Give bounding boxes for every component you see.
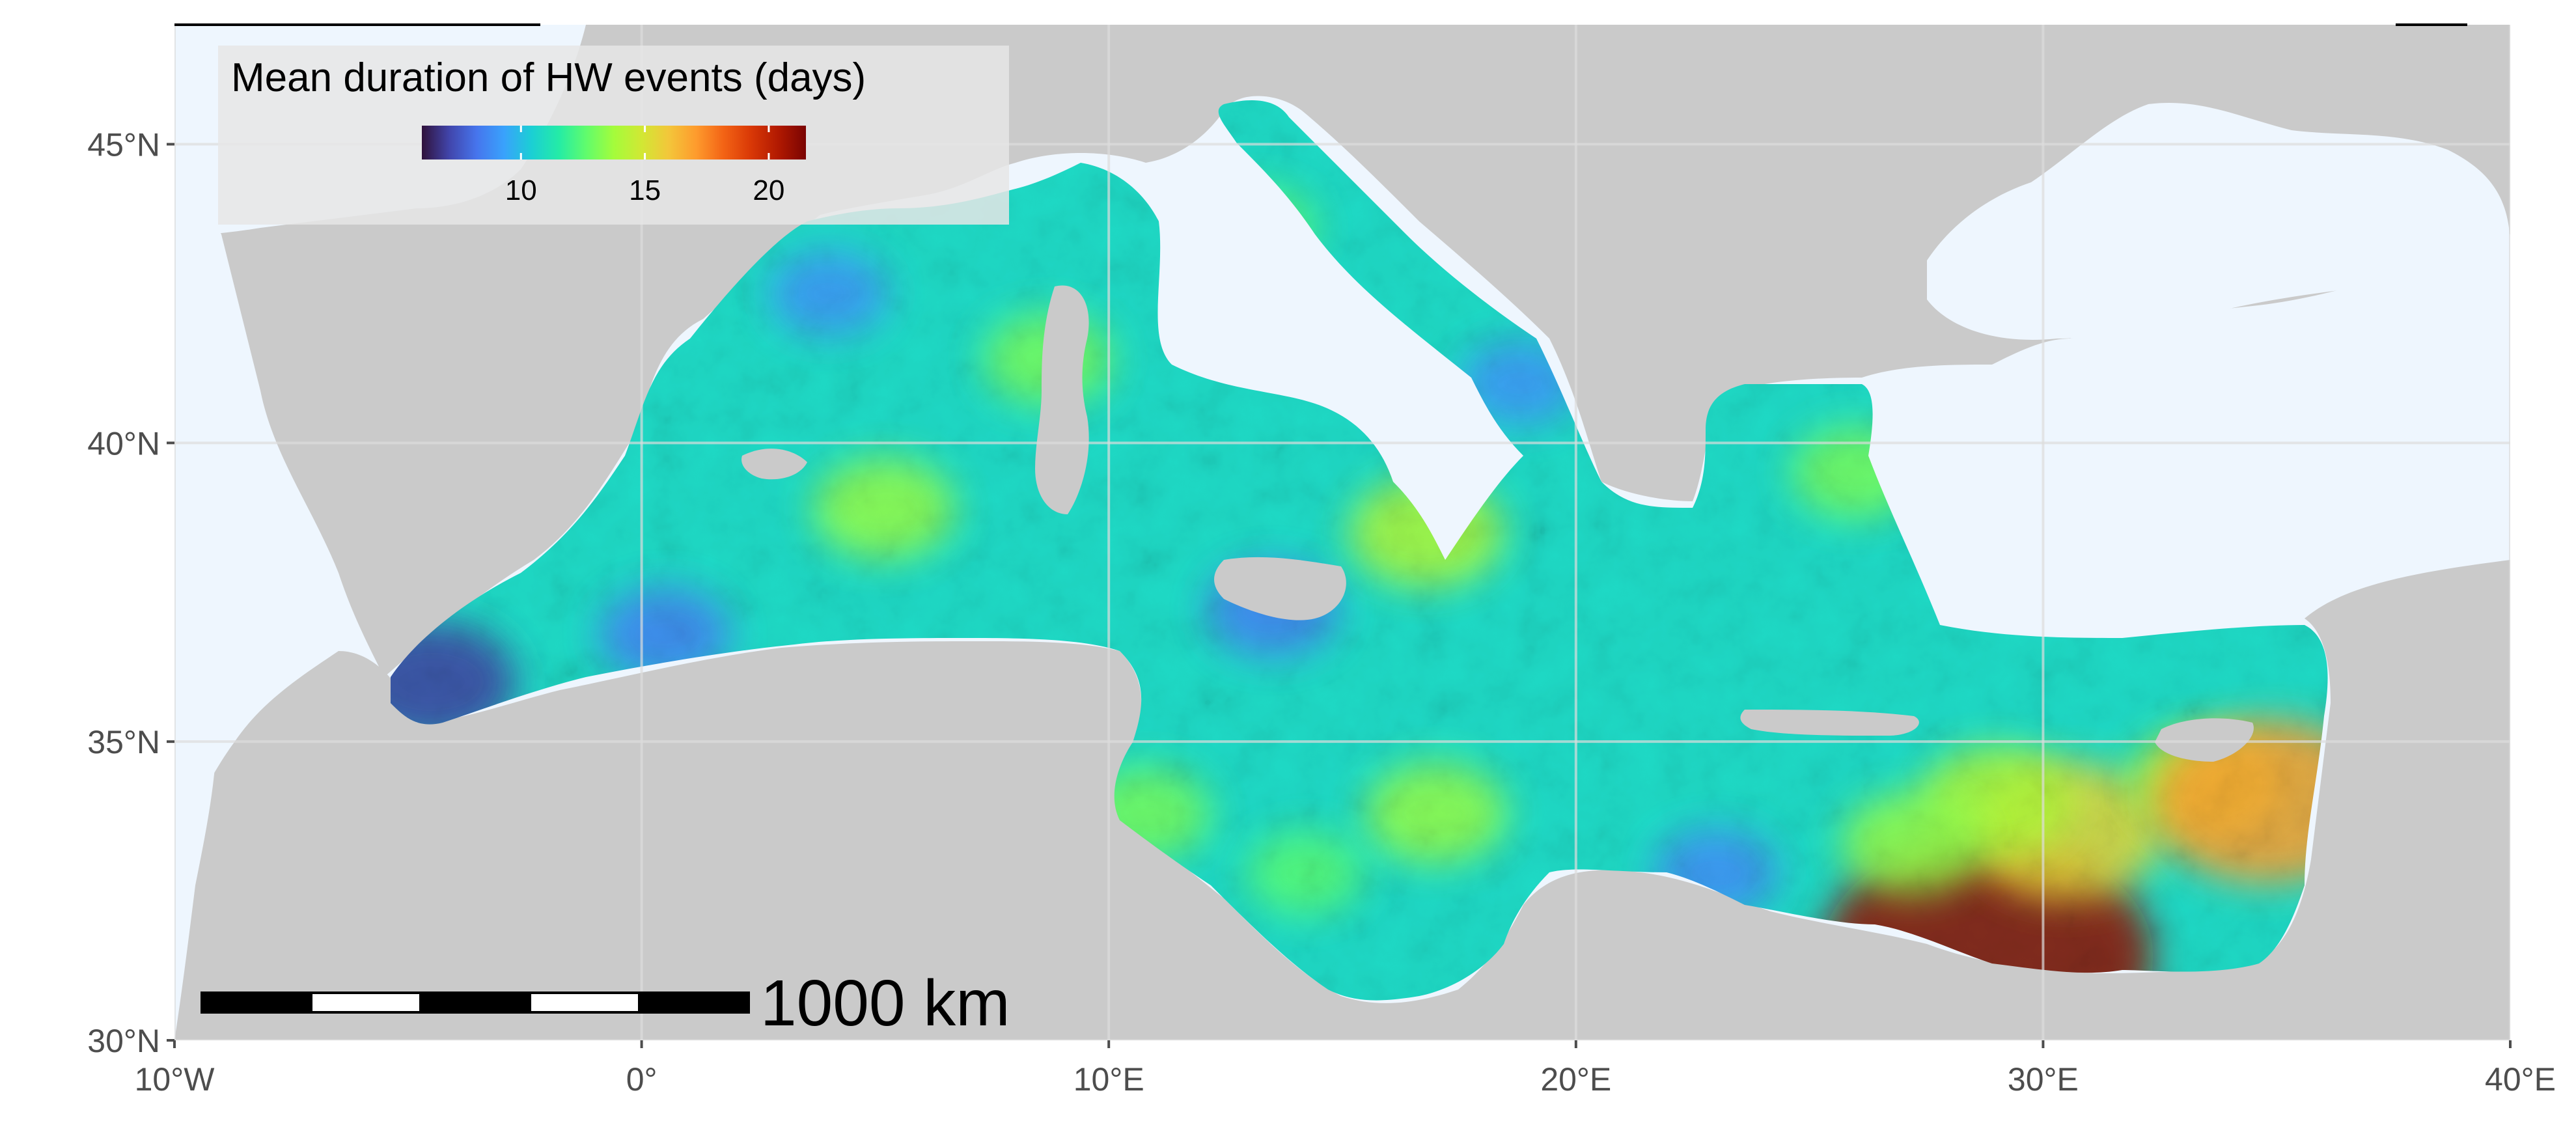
island-sicily bbox=[1214, 557, 1346, 620]
legend-colorbar bbox=[422, 126, 806, 159]
island-sardinia bbox=[1035, 285, 1089, 514]
legend-tick-label: 20 bbox=[753, 174, 784, 206]
x-tick-label: 10°W bbox=[135, 1061, 215, 1098]
island-crete bbox=[1740, 710, 1919, 736]
scale-bar-label: 1000 km bbox=[760, 967, 1010, 1040]
atlantic-ocean-south bbox=[174, 586, 217, 1040]
legend-ticks: 10 15 20 bbox=[505, 126, 784, 206]
y-tick-label: 35°N bbox=[87, 724, 160, 760]
legend-title: Mean duration of HW events (days) bbox=[231, 55, 866, 100]
x-tick-label: 40°E bbox=[2485, 1061, 2556, 1098]
x-tick-label: 20°E bbox=[1540, 1061, 1611, 1098]
x-tick-label: 10°E bbox=[1073, 1061, 1144, 1098]
y-tick-label: 30°N bbox=[87, 1023, 160, 1059]
scale-bar-segment bbox=[638, 991, 750, 1014]
island-balearic bbox=[741, 449, 807, 480]
y-tick-label: 45°N bbox=[87, 127, 160, 163]
scale-bar-segment bbox=[201, 991, 312, 1014]
x-tick-label: 0° bbox=[626, 1061, 658, 1098]
scale-bar-segment bbox=[310, 991, 422, 1014]
scale-bar-segment bbox=[419, 991, 531, 1014]
scale-bar-segment bbox=[529, 991, 641, 1014]
land-africa-asia bbox=[174, 560, 2510, 1040]
legend-tick-label: 15 bbox=[629, 174, 661, 206]
legend: Mean duration of HW events (days) 10 15 20 bbox=[218, 46, 1009, 225]
y-axis: 30°N 35°N 40°N 45°N bbox=[87, 127, 174, 1059]
y-tick-label: 40°N bbox=[87, 425, 160, 462]
scale-bar: 1000 km bbox=[201, 967, 1010, 1040]
legend-tick-label: 10 bbox=[505, 174, 537, 206]
x-axis: 10°W 0° 10°E 20°E 30°E 40°E bbox=[135, 1040, 2556, 1098]
x-tick-label: 30°E bbox=[2008, 1061, 2079, 1098]
black-sea bbox=[1927, 103, 2510, 340]
island-cyprus bbox=[2155, 718, 2254, 762]
